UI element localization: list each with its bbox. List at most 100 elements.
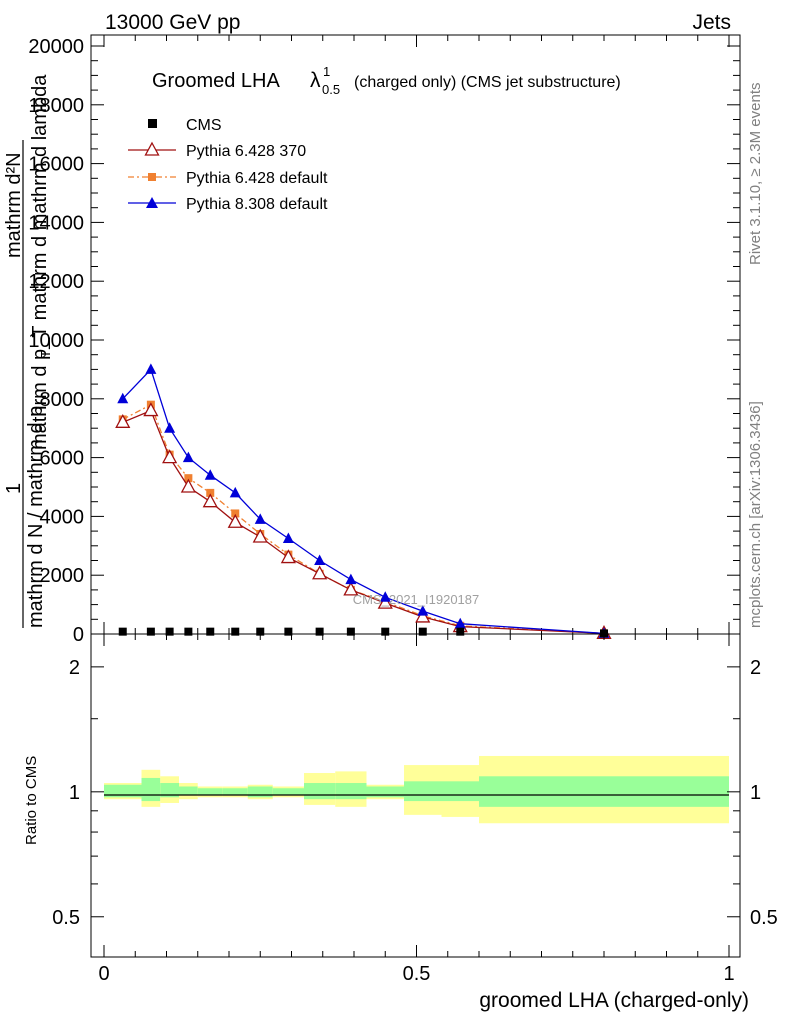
point-cms bbox=[381, 627, 390, 636]
y-tick-label: 20000 bbox=[28, 36, 84, 58]
ratio-inner-band bbox=[179, 786, 198, 796]
ratio-bands bbox=[104, 755, 729, 824]
analysis-watermark: CMS_2021_I1920187 bbox=[353, 592, 480, 607]
point-pythia-6-428-370 bbox=[343, 581, 359, 596]
plot-title-suffix: (charged only) (CMS jet substructure) bbox=[354, 74, 621, 91]
legend: CMS Pythia 6.428 370 Pythia 6.428 defaul… bbox=[128, 117, 328, 213]
ratio-inner-band bbox=[366, 786, 404, 798]
ratio-y-tick-label-right: 2 bbox=[750, 657, 761, 679]
point-pythia-6-428-370 bbox=[115, 413, 131, 428]
ratio-y-tick-label: 0.5 bbox=[52, 907, 80, 929]
plot-title-lambda-sup: 1 bbox=[323, 64, 330, 79]
plot-title-lambda-sub: 0.5 bbox=[322, 82, 340, 97]
point-pythia-8-308-default bbox=[229, 486, 241, 498]
filled-triangle-icon bbox=[146, 197, 158, 208]
point-cms bbox=[346, 627, 355, 636]
main-y-ticks: 0 2000 4000 6000 8000 10000 12000 14000 16000 180… bbox=[28, 36, 740, 646]
y-tick-label: 16000 bbox=[28, 154, 84, 176]
point-pythia-6-428-370 bbox=[377, 594, 393, 609]
legend-entry-pythia8-default: Pythia 8.308 default bbox=[128, 196, 328, 213]
ratio-inner-band bbox=[272, 788, 304, 796]
y-tick-label: 2000 bbox=[40, 565, 85, 587]
point-pythia-8-308-default bbox=[417, 605, 429, 616]
point-pythia-6-428-370 bbox=[162, 449, 178, 464]
point-pythia-6-428-370 bbox=[143, 402, 159, 417]
x-tick-label: 0 bbox=[98, 963, 109, 985]
point-pythia-8-308-default bbox=[379, 591, 391, 602]
point-pythia-8-308-default bbox=[314, 554, 326, 565]
point-cms bbox=[456, 627, 465, 636]
ratio-y-ticks: 0.5 0.5 1 1 2 2 bbox=[52, 657, 778, 929]
series-line-pythia-6-428-default bbox=[122, 403, 605, 635]
point-cms bbox=[418, 627, 427, 636]
point-pythia-6-428-default bbox=[206, 488, 215, 497]
ratio-inner-band bbox=[479, 776, 729, 807]
ratio-y-tick-label-right: 1 bbox=[750, 782, 761, 804]
main-plot-panel: 0 2000 4000 6000 8000 10000 12000 14000 16000 180… bbox=[28, 34, 741, 646]
point-pythia-8-308-default bbox=[204, 469, 216, 480]
ratio-plot-frame bbox=[90, 633, 741, 958]
point-pythia-6-428-370 bbox=[415, 608, 431, 623]
rivet-label: Rivet 3.1.10, ≥ 2.3M events bbox=[747, 83, 764, 266]
x-axis-label: groomed LHA (charged-only) bbox=[479, 989, 749, 1012]
y-tick-label: 14000 bbox=[28, 212, 84, 234]
legend-label-cms: CMS bbox=[186, 117, 222, 134]
point-pythia-8-308-default bbox=[117, 392, 129, 404]
y-label-bottom: mathrm d N / mathrm d p bbox=[25, 406, 47, 628]
point-pythia-6-428-370 bbox=[180, 478, 196, 493]
series-layer bbox=[115, 363, 612, 640]
y-label-one: 1 bbox=[3, 483, 25, 494]
point-pythia-6-428-370 bbox=[202, 493, 218, 508]
ratio-plot-panel: 0.5 0.51 12 2 0 0.5 1 Ratio to CMS groomed LH… bbox=[23, 633, 778, 1012]
process-label: Jets bbox=[692, 11, 731, 34]
y-tick-label: 6000 bbox=[40, 448, 85, 470]
point-pythia-6-428-370 bbox=[312, 565, 328, 580]
point-pythia-6-428-370 bbox=[227, 513, 243, 528]
ratio-y-tick-label-right: 0.5 bbox=[750, 907, 778, 929]
ratio-y-tick-label: 1 bbox=[69, 782, 80, 804]
ratio-y-tick-label: 2 bbox=[69, 657, 80, 679]
main-y-axis-label: mathrm d²N mathrm d p_T mathrm d mathrm … bbox=[3, 74, 53, 628]
y-tick-label: 4000 bbox=[40, 506, 85, 528]
legend-label-pythia6-default: Pythia 6.428 default bbox=[186, 170, 328, 187]
point-pythia-8-308-default bbox=[345, 573, 357, 585]
ratio-inner-band bbox=[222, 788, 248, 796]
point-cms bbox=[165, 627, 174, 636]
point-pythia-8-308-default bbox=[145, 363, 157, 374]
point-pythia-6-428-370 bbox=[252, 528, 268, 543]
point-cms bbox=[231, 627, 240, 636]
point-cms bbox=[118, 627, 127, 636]
y-tick-label: 0 bbox=[73, 624, 84, 646]
ratio-inner-band bbox=[104, 784, 142, 798]
orange-square-icon bbox=[148, 173, 156, 181]
y-tick-label: 10000 bbox=[28, 330, 84, 352]
point-pythia-6-428-default bbox=[231, 509, 240, 518]
legend-label-pythia8-default: Pythia 8.308 default bbox=[186, 196, 328, 213]
legend-entry-cms: CMS bbox=[148, 117, 222, 134]
mcplots-label: mcplots.cern.ch [arXiv:1306.3436] bbox=[747, 401, 764, 628]
point-cms bbox=[206, 627, 215, 636]
y-tick-label: 8000 bbox=[40, 389, 85, 411]
cms-marker-icon bbox=[148, 119, 157, 128]
point-cms bbox=[256, 627, 265, 636]
point-pythia-8-308-default bbox=[454, 617, 466, 629]
ratio-inner-band bbox=[304, 783, 336, 800]
point-cms bbox=[284, 627, 293, 636]
point-cms bbox=[146, 627, 155, 636]
point-cms bbox=[600, 629, 608, 638]
point-pythia-8-308-default bbox=[164, 422, 176, 433]
ratio-inner-band bbox=[160, 783, 179, 798]
y-tick-label: 18000 bbox=[28, 95, 84, 117]
ratio-inner-band bbox=[247, 786, 273, 798]
plot-title-lambda: λ bbox=[310, 69, 321, 92]
point-pythia-8-308-default bbox=[282, 532, 294, 543]
legend-entry-pythia6-default: Pythia 6.428 default bbox=[128, 170, 328, 187]
point-pythia-8-308-default bbox=[254, 513, 266, 524]
plot-title: Groomed LHA bbox=[152, 70, 280, 92]
point-cms bbox=[184, 627, 193, 636]
ratio-inner-band bbox=[404, 781, 442, 802]
y-label-mid: mathrm d p_T mathrm d mathrm d lambda bbox=[29, 74, 51, 450]
point-cms bbox=[315, 627, 324, 636]
point-pythia-8-308-default bbox=[182, 451, 194, 463]
